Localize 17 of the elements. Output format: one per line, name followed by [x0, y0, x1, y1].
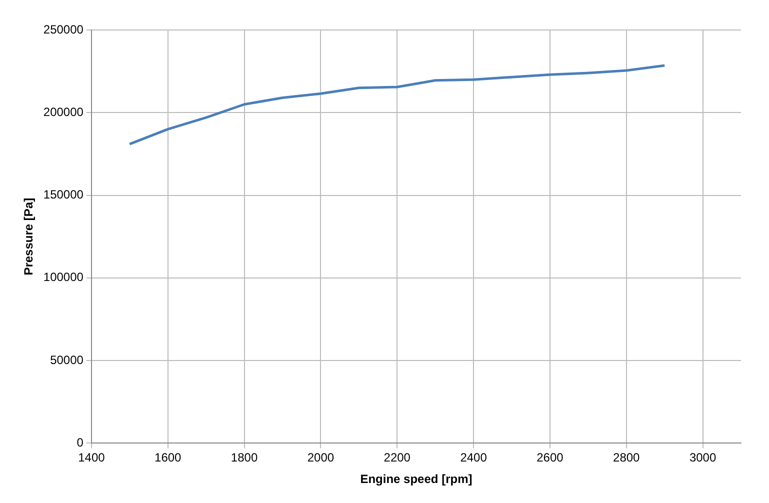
y-axis-title: Pressure [Pa] [22, 198, 36, 276]
y-tick-label: 50000 [50, 352, 84, 367]
y-tick-label: 250000 [43, 22, 84, 36]
y-tick-label: 100000 [43, 270, 84, 284]
x-tick-label: 2600 [536, 450, 564, 465]
y-tick-label: 0 [76, 436, 84, 450]
x-tick-label: 2200 [384, 450, 411, 465]
x-tick-label: 1400 [78, 450, 106, 465]
x-axis-title: Engine speed [rpm] [360, 472, 472, 486]
x-tick-label: 1600 [154, 450, 182, 465]
y-tick-label: 200000 [43, 104, 84, 119]
x-tick-label: 1800 [230, 450, 258, 465]
y-tick-label: 150000 [43, 188, 84, 202]
x-tick-label: 2800 [613, 450, 640, 465]
x-tick-label: 2400 [460, 450, 488, 465]
x-tick-label: 2000 [307, 450, 334, 465]
x-tick-label: 3000 [689, 450, 716, 465]
